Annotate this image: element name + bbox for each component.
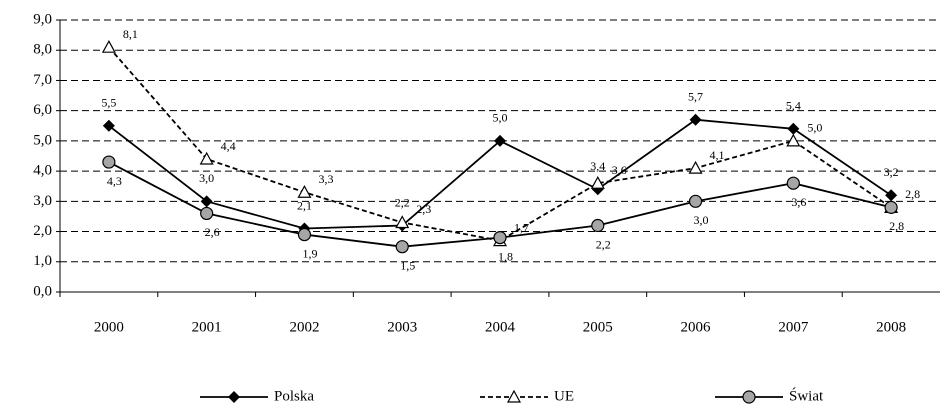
x-tick-label: 2000 [94,319,124,335]
x-tick-label: 2005 [583,319,613,335]
point [591,218,605,233]
data-label: 5,0 [493,111,508,125]
point [689,113,702,126]
data-label: 3,2 [884,165,899,179]
x-tick-label: 2002 [289,319,319,335]
point [884,200,898,214]
y-tick-label: 5,0 [33,132,52,148]
y-tick-label: 8,0 [33,42,52,58]
data-label: 5,4 [786,99,801,113]
data-label: 3,3 [318,172,333,186]
point [786,176,800,190]
point [200,195,213,208]
point [688,194,703,208]
data-label: 2,8 [889,219,904,233]
data-label: 3,6 [791,195,806,209]
data-label: 1,5 [400,258,415,272]
data-label: 3,0 [199,171,214,185]
data-label: 2,6 [205,225,220,239]
data-label: 3,6 [612,163,627,177]
point [494,134,506,147]
data-label: 2,2 [395,195,410,209]
point [102,119,115,132]
legend-marker [506,389,522,403]
data-label: 5,0 [807,121,822,135]
y-tick-label: 0,0 [33,283,52,299]
data-label: 3,4 [590,159,605,173]
point [200,206,214,221]
y-tick-label: 7,0 [33,72,52,88]
data-label: 2,2 [596,237,611,251]
y-tick-label: 9,0 [33,11,52,27]
x-tick-label: 2004 [485,319,516,335]
point [885,189,898,202]
point [395,215,410,229]
point [199,151,214,165]
point [297,185,312,198]
y-tick-label: 3,0 [33,193,52,209]
y-tick-label: 1,0 [33,253,52,269]
x-tick-label: 2001 [192,319,222,335]
data-label: 2,3 [416,202,431,216]
point [787,122,800,135]
legend-marker [742,390,756,404]
data-label: 5,7 [688,89,703,103]
data-label: 4,4 [221,139,236,153]
y-tick-label: 4,0 [33,163,52,179]
point [493,231,507,245]
point [297,227,312,242]
x-tick-label: 2007 [778,319,809,335]
legend-label: UE [554,388,574,404]
data-label: 3,0 [694,213,709,227]
point [786,133,801,147]
data-label: 1,7 [514,220,529,234]
data-label: 4,1 [710,148,725,162]
x-tick-label: 2006 [681,319,712,335]
x-tick-label: 2003 [387,319,417,335]
point [395,240,409,254]
point [688,160,703,174]
legend-marker [228,391,240,403]
point [101,39,116,53]
point [102,155,116,169]
y-tick-label: 6,0 [33,102,52,118]
legend-label: Świat [789,387,824,404]
data-label: 8,1 [123,27,138,41]
point [590,175,605,189]
data-label: 1,8 [498,249,513,263]
y-tick-label: 2,0 [33,223,52,239]
data-label: 5,5 [101,96,116,110]
data-label: 2,8 [905,187,920,201]
data-label: 1,9 [302,246,317,260]
data-label: 2,1 [297,198,312,212]
legend-label: Polska [274,388,314,404]
data-label: 4,3 [107,174,122,188]
x-tick-label: 2008 [876,319,906,335]
